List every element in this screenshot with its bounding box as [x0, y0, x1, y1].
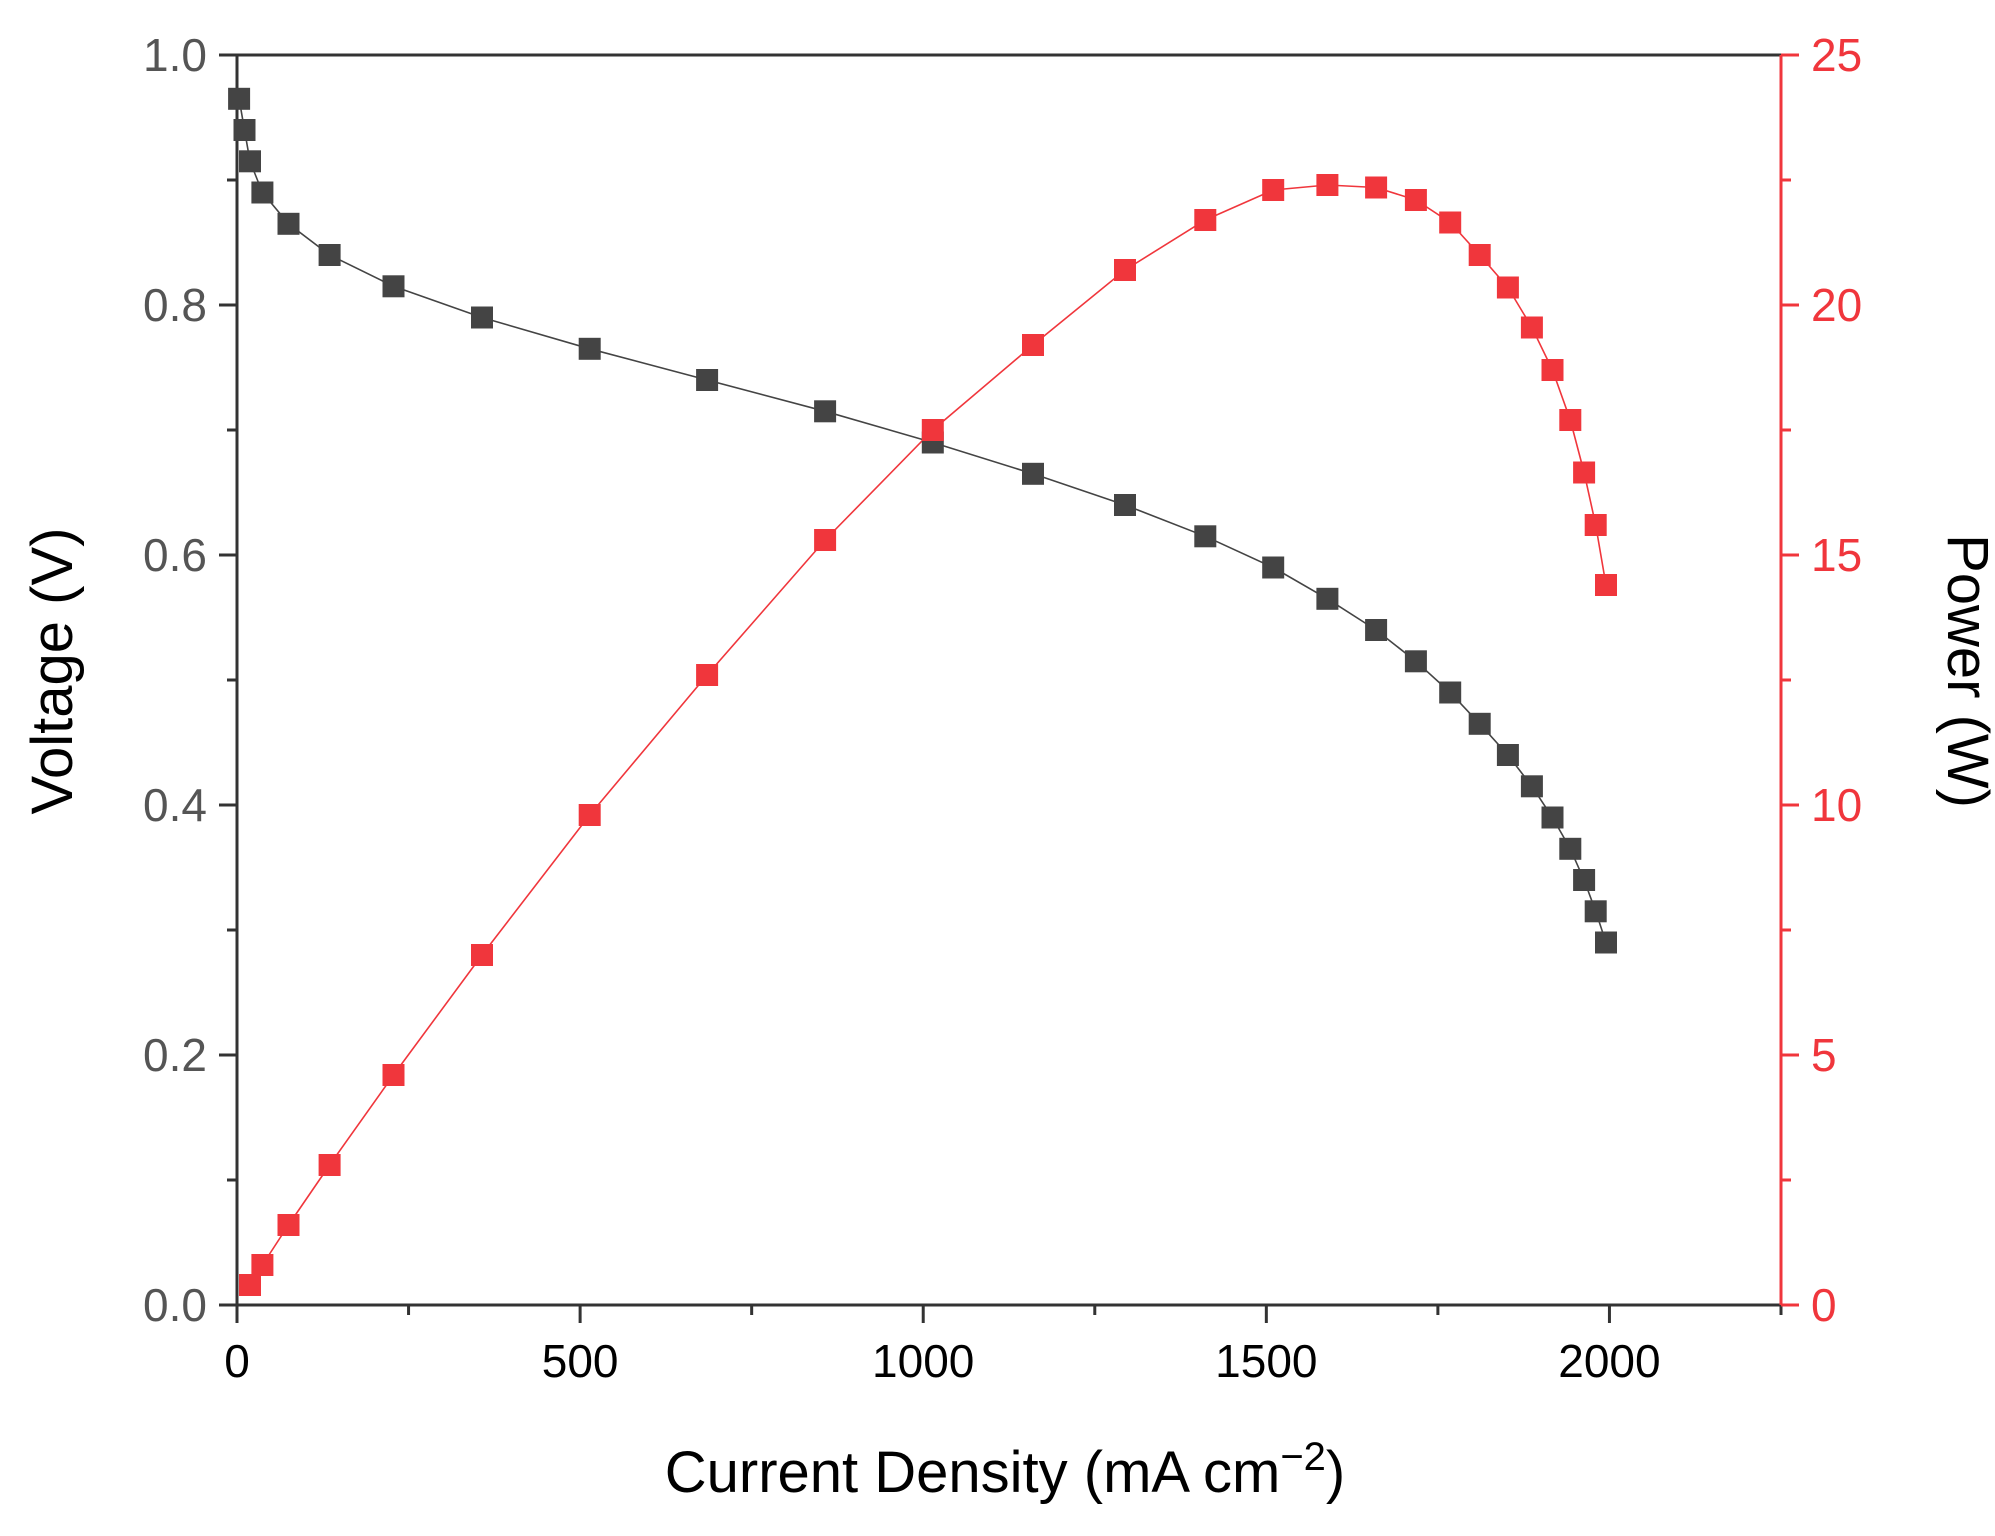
power-data-point: [921, 419, 944, 441]
voltage-data-point: [228, 87, 251, 110]
voltage-data-point: [1468, 712, 1491, 735]
y-left-tick-label: 0.6: [143, 529, 207, 581]
y-axis-voltage: 0.0 0.2 0.4 0.6 0.8 1.0: [143, 29, 237, 1331]
voltage-data-point: [1559, 837, 1582, 860]
power-data-point: [239, 1274, 261, 1296]
x-tick-label: 500: [542, 1335, 619, 1387]
voltage-data-point: [1022, 462, 1044, 485]
power-data-point: [1194, 209, 1217, 231]
power-data-point: [1316, 174, 1339, 196]
voltage-data-point: [1404, 650, 1427, 673]
voltage-data-point: [1194, 525, 1217, 548]
y-axis-power: 0 5 10 15 20 25: [1781, 29, 1862, 1331]
x-tick-label: 2000: [1558, 1335, 1660, 1387]
power-data-point: [1559, 409, 1582, 431]
voltage-data-point: [1496, 744, 1519, 766]
voltage-data-point: [251, 181, 274, 204]
power-data-point: [1595, 574, 1617, 596]
y-right-tick-label: 15: [1811, 529, 1862, 581]
power-data-point: [1439, 211, 1462, 234]
y-left-tick-label: 0.8: [143, 279, 207, 331]
x-axis-title: Current Density (mA cm−2): [665, 1435, 1346, 1505]
voltage-data-point: [696, 369, 719, 391]
voltage-data-point: [382, 275, 405, 298]
y-left-tick-label: 0.2: [143, 1029, 207, 1081]
voltage-data-point: [1262, 556, 1285, 579]
series-lines: [238, 98, 1607, 1286]
y-right-tick-label: 25: [1811, 29, 1862, 81]
voltage-data-point: [1584, 900, 1607, 923]
series-points: [228, 87, 1617, 1296]
power-data-point: [814, 529, 837, 551]
y-left-tick-label: 0.0: [143, 1279, 207, 1331]
voltage-data-point: [1439, 681, 1462, 704]
voltage-data-point: [1573, 869, 1596, 891]
power-data-point: [471, 944, 493, 966]
voltage-data-point: [233, 119, 256, 141]
voltage-data-point: [1595, 931, 1617, 954]
y-right-tick-label: 5: [1811, 1029, 1837, 1081]
y-axis-left-title: Voltage (V): [20, 528, 85, 815]
voltage-data-point: [277, 212, 300, 235]
power-data-point: [382, 1064, 405, 1086]
y-left-tick-label: 0.4: [143, 779, 207, 831]
y-axis-right-title: Power (W): [1935, 534, 1995, 808]
voltage-series-line: [238, 98, 1607, 943]
power-data-point: [1365, 176, 1388, 199]
power-data-point: [1022, 334, 1044, 356]
x-tick-label: 1000: [872, 1335, 974, 1387]
power-data-point: [696, 664, 719, 686]
power-data-point: [1520, 316, 1543, 339]
power-data-point: [1404, 189, 1427, 211]
x-tick-label: 0: [224, 1335, 250, 1387]
voltage-data-point: [239, 150, 261, 173]
power-data-point: [1573, 461, 1596, 484]
power-data-point: [1496, 276, 1519, 299]
power-data-point: [251, 1254, 274, 1276]
voltage-data-point: [1541, 806, 1564, 829]
power-data-point: [277, 1214, 300, 1236]
power-data-point: [1262, 179, 1285, 201]
y-right-tick-label: 20: [1811, 279, 1862, 331]
power-data-point: [1584, 514, 1607, 536]
voltage-data-point: [1316, 587, 1339, 610]
power-data-point: [1114, 259, 1136, 281]
power-data-point: [1468, 244, 1491, 266]
y-right-tick-label: 10: [1811, 779, 1862, 831]
voltage-data-point: [814, 400, 837, 423]
power-data-point: [1541, 359, 1564, 381]
plot-frame: [235, 53, 1783, 1307]
x-tick-label: 1500: [1215, 1335, 1317, 1387]
y-left-tick-label: 1.0: [143, 29, 207, 81]
power-data-point: [578, 804, 601, 826]
voltage-data-point: [1365, 619, 1388, 641]
voltage-data-point: [471, 306, 493, 329]
voltage-data-point: [578, 337, 601, 360]
voltage-data-point: [1520, 775, 1543, 798]
y-right-tick-label: 0: [1811, 1279, 1837, 1331]
voltage-data-point: [1114, 494, 1136, 516]
power-data-point: [318, 1154, 341, 1176]
voltage-data-point: [318, 244, 341, 266]
power-series-line: [249, 184, 1607, 1286]
x-axis: 0 500 1000 1500 2000: [224, 1305, 1783, 1387]
